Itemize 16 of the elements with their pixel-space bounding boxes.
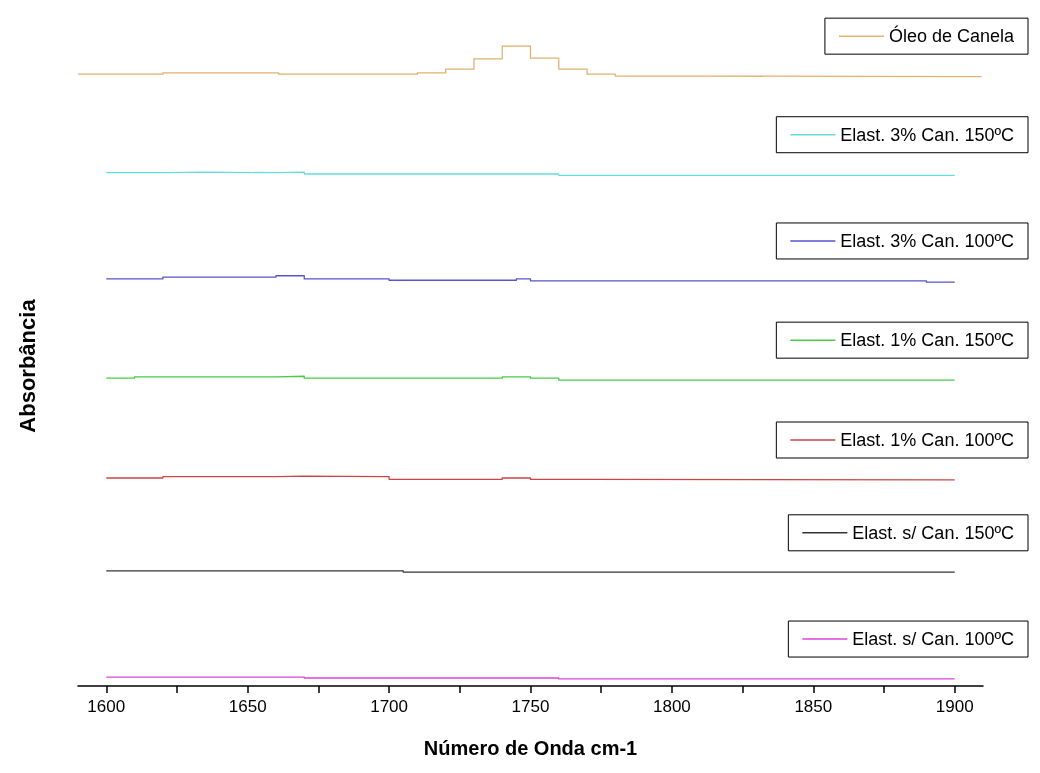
legend-label: Elast. s/ Can. 150ºC: [852, 522, 1015, 543]
x-tick-label: 1650: [228, 697, 267, 716]
x-tick-label: 1900: [935, 697, 974, 716]
x-tick-label: 1750: [511, 697, 550, 716]
x-tick-label: 1850: [794, 697, 833, 716]
legend-label: Elast. 3% Can. 100ºC: [840, 230, 1015, 251]
legend-label: Elast. 1% Can. 150ºC: [840, 330, 1015, 351]
legend-label: Elast. 3% Can. 150ºC: [840, 124, 1015, 145]
x-axis-title: Número de Onda cm-1: [423, 737, 638, 759]
x-tick-label: 1800: [652, 697, 691, 716]
legend-label: Elast. s/ Can. 100ºC: [852, 629, 1015, 650]
y-axis-title: Absorbância: [14, 298, 40, 433]
x-tick-label: 1600: [87, 697, 126, 716]
x-tick-label: 1700: [370, 697, 409, 716]
legend-label: Elast. 1% Can. 100ºC: [840, 430, 1015, 450]
legend-label: Óleo de Canela: [888, 25, 1015, 47]
